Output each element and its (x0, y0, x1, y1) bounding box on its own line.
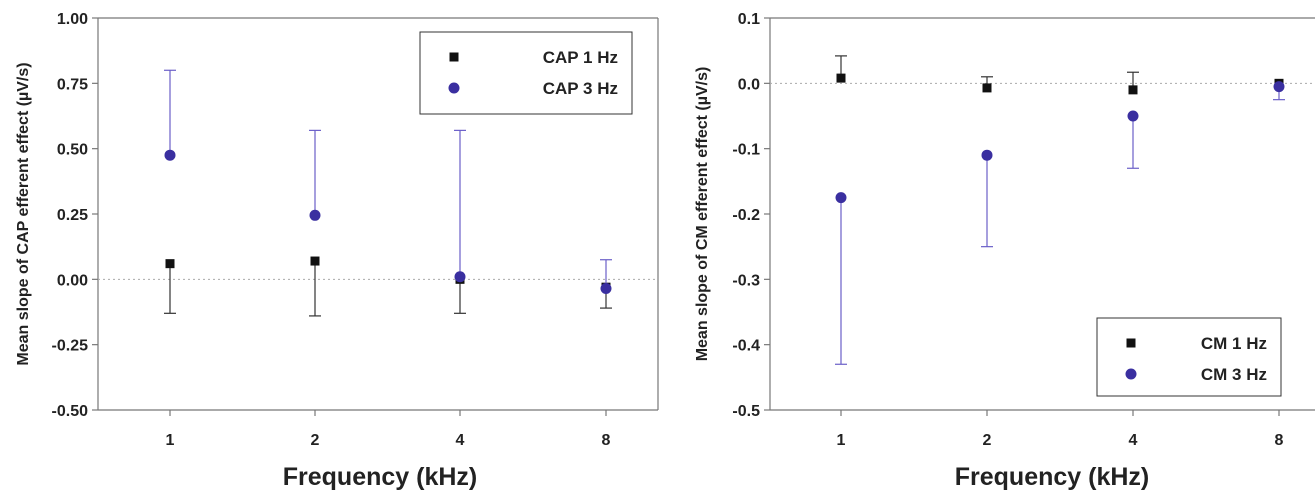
y-tick-label: 0.25 (57, 207, 88, 224)
y-tick-label: -0.50 (52, 403, 89, 420)
y-tick-label: 0.50 (57, 142, 88, 159)
data-point-circle (164, 149, 176, 161)
data-point-circle (835, 192, 847, 204)
y-tick-label: 0.00 (57, 272, 88, 289)
y-tick-label: 1.00 (57, 11, 88, 28)
legend-label: CAP 3 Hz (543, 79, 618, 98)
legend-label: CAP 1 Hz (543, 48, 618, 67)
legend-marker-square (1126, 338, 1136, 348)
x-tick-label: 2 (983, 432, 992, 449)
x-tick-label: 1 (837, 432, 846, 449)
y-axis-title: Mean slope of CAP efferent effect (µV/s) (15, 62, 32, 365)
y-tick-label: -0.4 (732, 338, 760, 355)
x-axis-title: Frequency (kHz) (955, 463, 1149, 491)
y-tick-label: -0.1 (732, 142, 760, 159)
data-point-circle (309, 209, 321, 221)
legend-label: CM 1 Hz (1201, 334, 1267, 353)
y-tick-label: -0.3 (732, 272, 760, 289)
data-point-circle (454, 271, 466, 283)
y-tick-label: -0.25 (52, 338, 89, 355)
data-point-circle (1127, 110, 1139, 122)
y-tick-label: -0.5 (732, 403, 760, 420)
legend-marker-square (449, 52, 459, 62)
x-tick-label: 4 (456, 432, 465, 449)
y-axis-title: Mean slope of CM efferent effect (µV/s) (694, 67, 711, 362)
legend-marker-circle (1125, 368, 1137, 380)
legend-box (419, 31, 633, 115)
data-point-square (1128, 85, 1138, 95)
data-point-square (982, 83, 992, 93)
data-point-square (165, 259, 175, 269)
x-axis-title: Frequency (kHz) (283, 463, 477, 491)
x-tick-label: 4 (1129, 432, 1138, 449)
y-tick-label: -0.2 (732, 207, 760, 224)
x-tick-label: 8 (602, 432, 611, 449)
y-tick-label: 0.75 (57, 76, 88, 93)
data-point-square (310, 256, 320, 266)
y-tick-label: 0.1 (738, 11, 760, 28)
legend: CAP 1 Hz CAP 3 Hz (419, 31, 633, 115)
data-point-square (836, 73, 846, 83)
legend: CM 1 Hz CM 3 Hz (1096, 317, 1282, 397)
panel-2: 0.1 0.0 -0.1 -0.2 -0.3 -0.4 -0.5 1 2 4 8 Frequency … (694, 11, 1315, 491)
legend-marker-circle (448, 82, 460, 94)
data-point-circle (600, 282, 612, 294)
x-tick-label: 2 (311, 432, 320, 449)
legend-box (1096, 317, 1282, 397)
x-tick-label: 8 (1275, 432, 1284, 449)
data-point-circle (981, 149, 993, 161)
y-tick-label: 0.0 (738, 76, 760, 93)
legend-label: CM 3 Hz (1201, 365, 1267, 384)
panel-1: 1.00 0.75 0.50 0.25 0.00 -0.25 -0.50 1 2 4 8 Freque… (15, 11, 659, 491)
data-point-circle (1273, 81, 1285, 93)
x-tick-label: 1 (166, 432, 175, 449)
